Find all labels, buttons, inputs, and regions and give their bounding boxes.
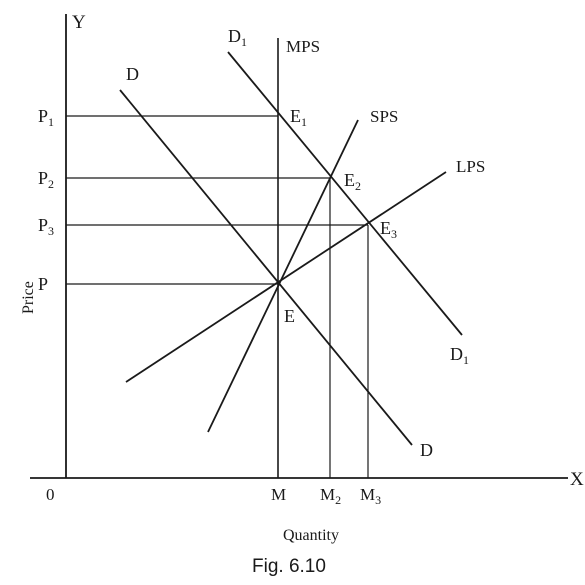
price-tick-p1: P1 [38,106,54,129]
curve-label-d1-top: D1 [228,26,247,49]
demand-curve-d1 [227,51,463,336]
point-label-e: E [284,306,295,326]
curve-label-d-bottom: D [420,440,433,460]
quantity-axis-title: Quantity [283,527,339,544]
sps-curve [207,119,359,433]
curve-label-d1-bottom: D1 [450,344,469,367]
demand-curve-d [119,89,413,446]
quantity-tick-m3: M3 [360,485,381,507]
price-tick-p: P [38,274,48,294]
price-tick-p3: P3 [38,215,54,238]
point-label-e2: E2 [344,170,361,193]
price-axis-title: Price [20,281,37,314]
origin-label: 0 [46,485,55,504]
quantity-tick-m: M [271,485,286,504]
price-tick-p2: P2 [38,168,54,191]
y-axis-label: Y [72,12,86,33]
curve-label-mps: MPS [286,37,320,56]
curve-label-lps: LPS [456,157,485,176]
point-label-e3: E3 [380,218,397,241]
curve-label-d-top: D [126,64,139,84]
x-axis-label: X [570,469,584,490]
quantity-tick-m2: M2 [320,485,341,507]
point-label-e1: E1 [290,106,307,129]
figure-caption: Fig. 6.10 [252,556,326,577]
curve-label-sps: SPS [370,107,398,126]
lps-curve [125,171,447,383]
